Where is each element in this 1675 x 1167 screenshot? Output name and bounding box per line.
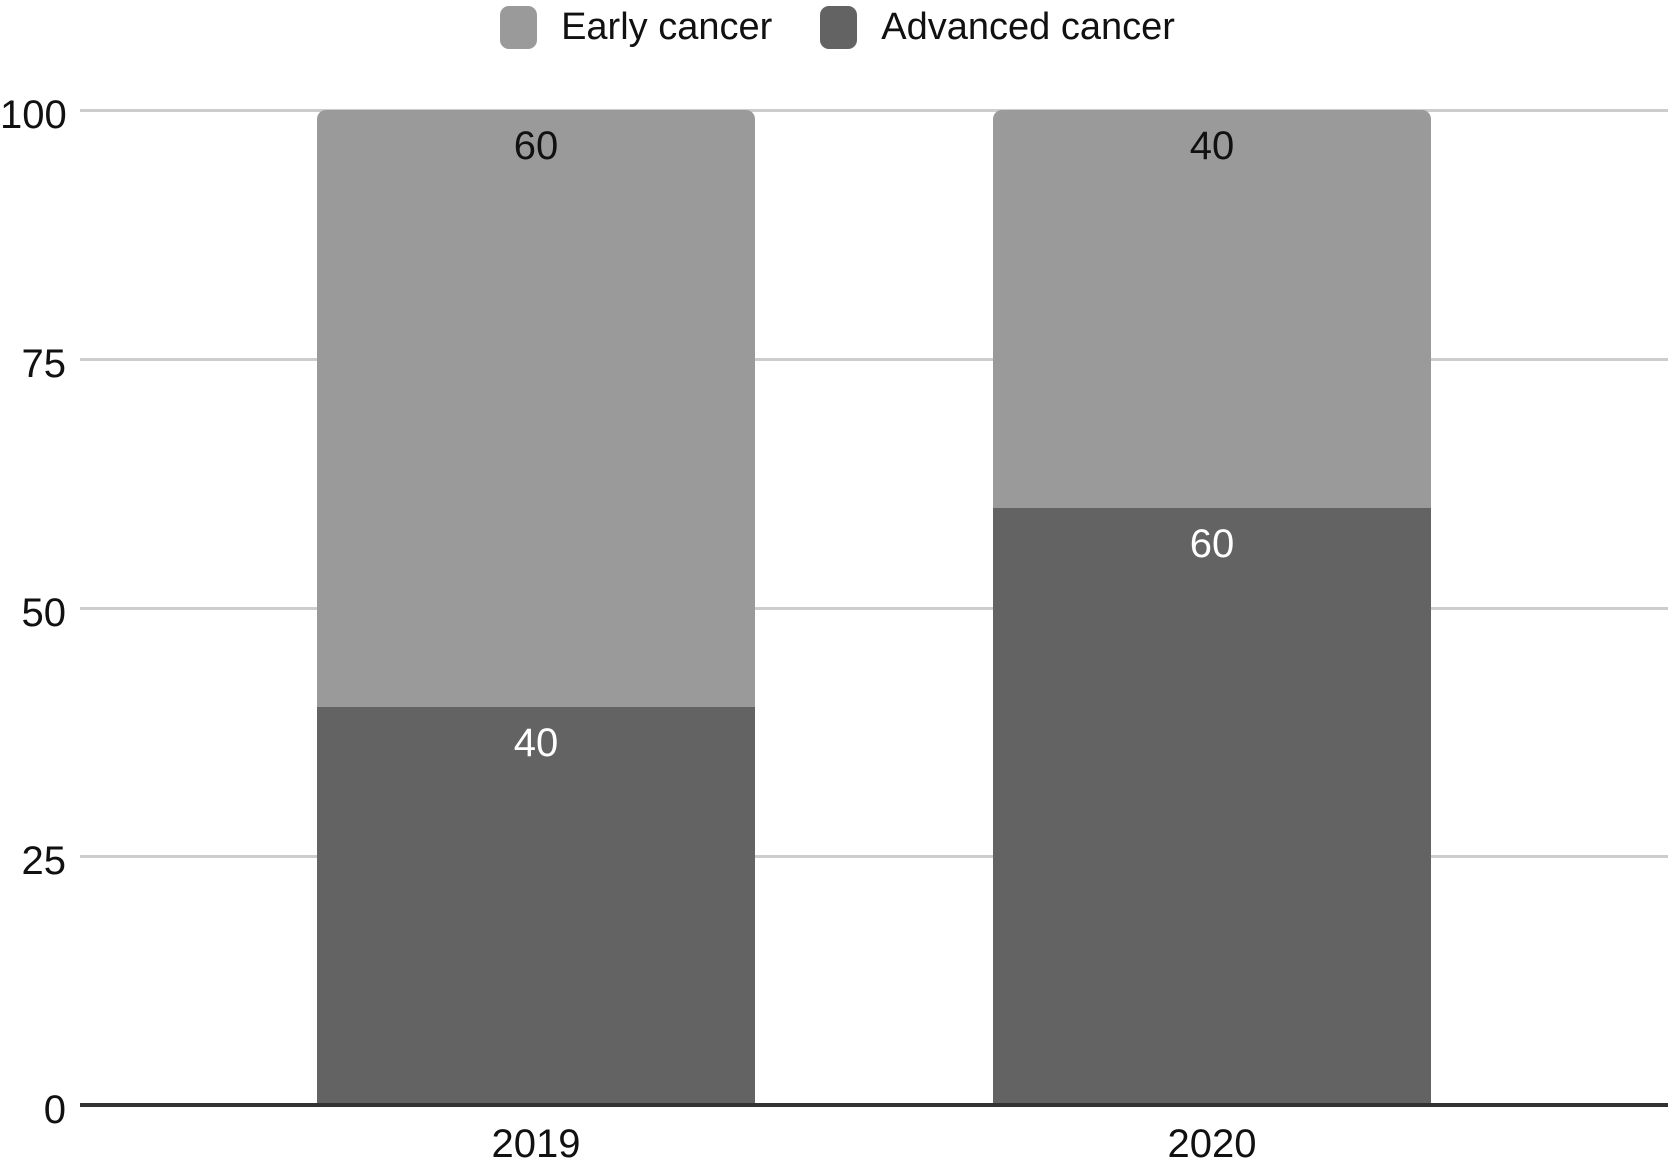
legend-item: Advanced cancer	[820, 5, 1175, 49]
bar-segment	[993, 110, 1431, 508]
y-axis-tick-label: 100	[0, 93, 67, 137]
y-gridline	[80, 357, 1668, 361]
legend-swatch-icon	[500, 5, 538, 49]
legend-item-label: Early cancer	[561, 5, 773, 48]
y-gridline	[80, 606, 1668, 610]
y-gridline	[80, 855, 1668, 859]
bar-segment	[317, 110, 755, 707]
chart-legend: Early cancer Advanced cancer	[0, 2, 1675, 52]
legend-item-label: Advanced cancer	[881, 5, 1175, 48]
y-axis-tick-label: 25	[21, 839, 67, 884]
legend-swatch-icon	[820, 5, 858, 49]
y-gridline	[80, 109, 1668, 112]
bar-value-label: 60	[513, 124, 559, 168]
x-axis-category-label: 2020	[1167, 1122, 1257, 1166]
bar-value-label: 40	[1189, 124, 1235, 168]
bar-value-label: 60	[1189, 522, 1235, 566]
bar-segment	[993, 508, 1431, 1105]
y-axis-tick-label: 0	[43, 1088, 66, 1132]
legend-item: Early cancer	[500, 5, 773, 49]
bar-value-label: 40	[513, 721, 559, 765]
bar-segment	[317, 707, 755, 1105]
y-axis-tick-label: 75	[21, 341, 67, 386]
x-axis-line	[80, 1103, 1668, 1107]
y-axis-tick-label: 50	[21, 590, 67, 635]
x-axis-category-label: 2019	[491, 1122, 581, 1166]
